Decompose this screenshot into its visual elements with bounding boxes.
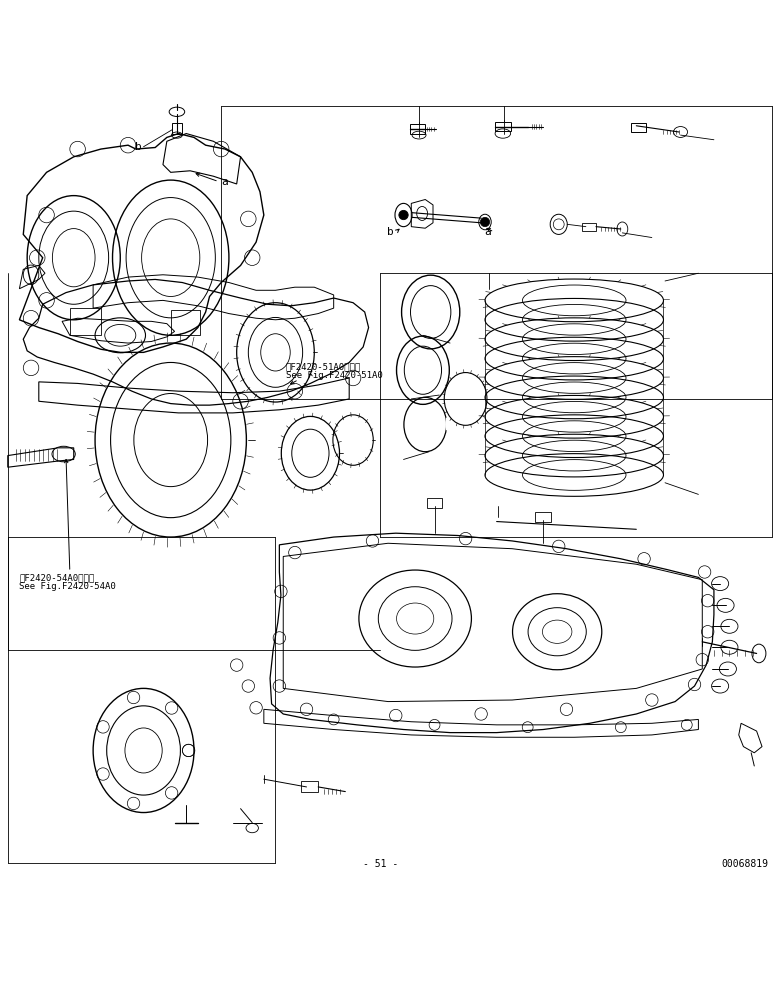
Text: See Fig.F2420-54A0: See Fig.F2420-54A0 (19, 583, 116, 592)
Bar (582, 223, 596, 231)
Bar (495, 122, 511, 131)
Text: b: b (135, 141, 142, 152)
Bar (171, 310, 200, 336)
Text: a: a (221, 177, 228, 186)
Bar (631, 123, 646, 132)
Text: 第F2420-51A0図参照: 第F2420-51A0図参照 (286, 362, 361, 371)
Circle shape (399, 210, 408, 220)
Text: b: b (386, 227, 393, 237)
Text: a: a (484, 227, 491, 237)
Bar (427, 498, 442, 507)
Circle shape (480, 218, 490, 227)
Bar (535, 512, 551, 522)
Bar (172, 123, 182, 133)
Text: 第F2420-54A0図参照: 第F2420-54A0図参照 (19, 573, 95, 582)
Text: - 51 -: - 51 - (362, 859, 398, 869)
Text: 00068819: 00068819 (721, 859, 768, 869)
Bar (301, 781, 318, 792)
Text: See Fig.F2420-51A0: See Fig.F2420-51A0 (286, 371, 383, 381)
Bar (70, 308, 101, 336)
Bar (410, 125, 425, 133)
